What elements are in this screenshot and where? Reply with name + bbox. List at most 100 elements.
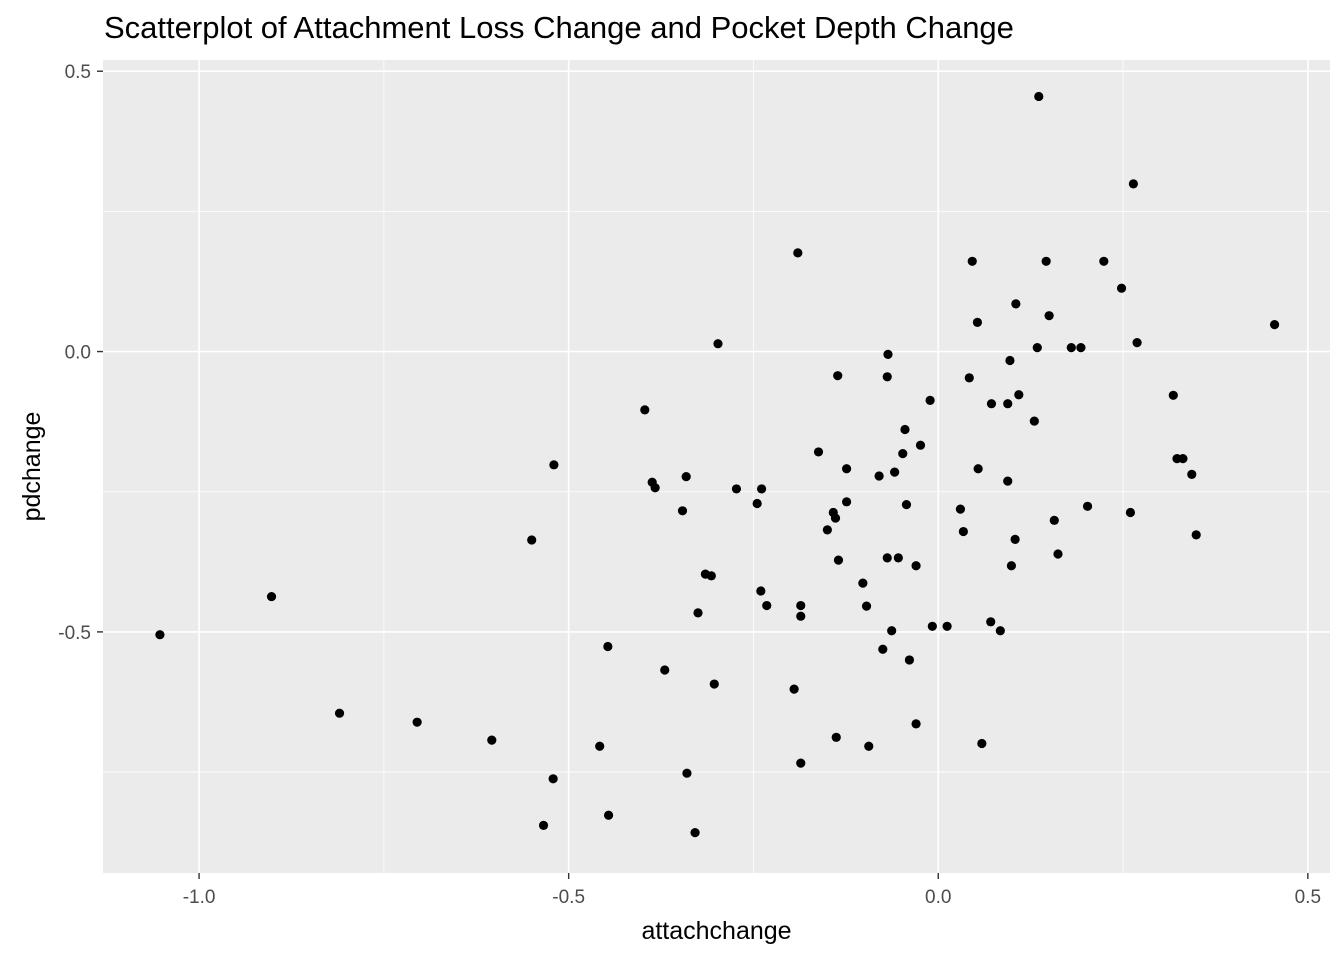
scatter-point xyxy=(1128,179,1138,189)
data-points xyxy=(155,91,1280,838)
scatter-point xyxy=(752,498,762,509)
scatter-point xyxy=(887,626,897,636)
scatter-point xyxy=(706,571,716,581)
scatter-point xyxy=(986,399,997,409)
scatter-point xyxy=(1082,501,1093,511)
scatter-point xyxy=(603,641,613,652)
scatter-point xyxy=(756,586,766,596)
scatter-point xyxy=(890,467,900,477)
scatter-point xyxy=(925,395,935,405)
axis-ticks xyxy=(97,70,1309,879)
scatter-point xyxy=(911,561,921,571)
scatter-point xyxy=(793,248,803,258)
y-axis-title: pdchange xyxy=(18,412,46,522)
scatter-point xyxy=(1034,91,1044,102)
scatter-point xyxy=(833,555,844,565)
scatter-point xyxy=(883,349,893,359)
scatter-point xyxy=(1099,256,1109,266)
scatter-point xyxy=(973,464,983,474)
x-tick-label: -1.0 xyxy=(183,887,216,908)
scatter-point xyxy=(986,617,996,627)
scatter-point xyxy=(595,741,605,751)
scatter-point xyxy=(874,471,884,481)
scatter-point xyxy=(731,484,742,494)
scatter-point xyxy=(603,810,614,820)
y-tick-label: 0.5 xyxy=(65,62,91,83)
scatter-point xyxy=(1053,549,1063,559)
scatter-point xyxy=(690,828,700,838)
scatter-point xyxy=(1116,283,1127,293)
scatter-point xyxy=(756,484,767,494)
scatter-point xyxy=(1003,476,1013,486)
scatter-point xyxy=(813,447,824,457)
scatter-point xyxy=(927,621,937,631)
scatter-point xyxy=(709,679,719,689)
scatter-point xyxy=(893,553,903,563)
scatter-point xyxy=(549,460,559,470)
scatter-point xyxy=(958,526,968,537)
scatter-point xyxy=(796,611,806,621)
scatter-point xyxy=(1014,390,1024,400)
x-axis-title: attachchange xyxy=(641,917,791,945)
scatter-point xyxy=(977,738,987,749)
tick-labels: -1.0 -0.5 0.0 0.5 -0.5 0.0 0.5 xyxy=(58,62,1321,908)
scatter-point xyxy=(1125,507,1136,518)
scatter-point xyxy=(1178,454,1188,464)
scatter-point xyxy=(527,535,537,545)
scatter-point xyxy=(900,424,910,435)
scatter-point xyxy=(1132,337,1142,348)
scatter-point xyxy=(1006,561,1017,571)
scatter-point xyxy=(858,578,868,588)
scatter-point xyxy=(650,483,660,493)
scatter-point xyxy=(796,600,806,611)
scatter-point xyxy=(1191,530,1201,540)
scatter-point xyxy=(841,464,852,474)
scatter-point xyxy=(660,665,670,675)
scatter-point xyxy=(1032,343,1042,353)
scatter-point xyxy=(266,591,277,602)
scatter-point xyxy=(831,732,841,742)
scatter-point xyxy=(904,655,915,665)
scatter-point xyxy=(995,626,1005,636)
scatter-point xyxy=(1066,343,1076,353)
scatter-point xyxy=(487,735,497,745)
scatter-point xyxy=(911,719,921,729)
scatter-point xyxy=(955,504,966,514)
x-tick-label: 0.0 xyxy=(925,887,951,908)
scatter-point xyxy=(1049,515,1059,525)
major-gridlines xyxy=(103,60,1330,873)
scatter-point xyxy=(1076,343,1086,353)
scatter-point xyxy=(882,553,892,563)
scatter-point xyxy=(830,513,841,523)
scatter-point xyxy=(1010,534,1020,544)
scatter-point xyxy=(1029,416,1039,426)
scatter-point xyxy=(964,373,974,383)
scatter-point xyxy=(412,717,422,727)
scatter-point xyxy=(762,600,772,611)
scatter-point xyxy=(640,405,650,415)
scatter-point xyxy=(1187,469,1197,479)
scatter-point xyxy=(677,506,688,516)
scatter-point xyxy=(1003,399,1013,409)
scatter-point xyxy=(334,708,345,718)
y-tick-label: -0.5 xyxy=(58,623,91,644)
y-tick-label: 0.0 xyxy=(65,343,91,364)
scatter-point xyxy=(796,758,806,768)
scatter-point xyxy=(693,608,703,618)
scatter-point xyxy=(967,256,977,266)
scatter-point xyxy=(548,774,558,784)
scatter-point xyxy=(538,820,549,830)
scatter-point xyxy=(1168,390,1178,400)
minor-gridlines xyxy=(103,60,1330,873)
scatter-point xyxy=(1011,299,1021,309)
scatter-point xyxy=(901,500,912,510)
scatter-point xyxy=(878,644,888,654)
scatter-point xyxy=(789,684,799,694)
scatter-point xyxy=(898,449,908,459)
scatter-point xyxy=(1269,320,1280,330)
scatter-point xyxy=(841,497,852,507)
scatter-point xyxy=(972,317,983,328)
scatter-point xyxy=(1041,256,1051,266)
x-tick-label: 0.5 xyxy=(1295,887,1321,908)
